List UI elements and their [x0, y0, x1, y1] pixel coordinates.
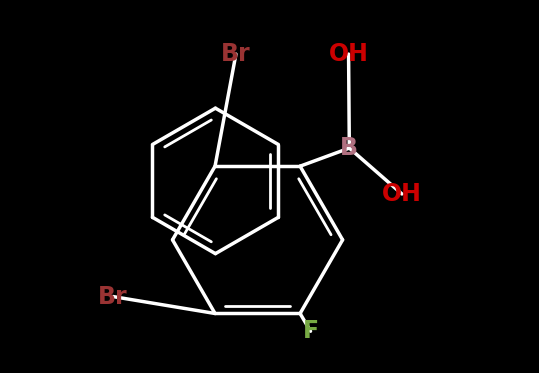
Text: Br: Br: [98, 285, 128, 308]
Text: OH: OH: [382, 182, 422, 206]
Text: F: F: [302, 319, 319, 343]
Text: B: B: [340, 136, 358, 160]
Text: OH: OH: [329, 42, 369, 66]
Text: Br: Br: [221, 42, 251, 66]
